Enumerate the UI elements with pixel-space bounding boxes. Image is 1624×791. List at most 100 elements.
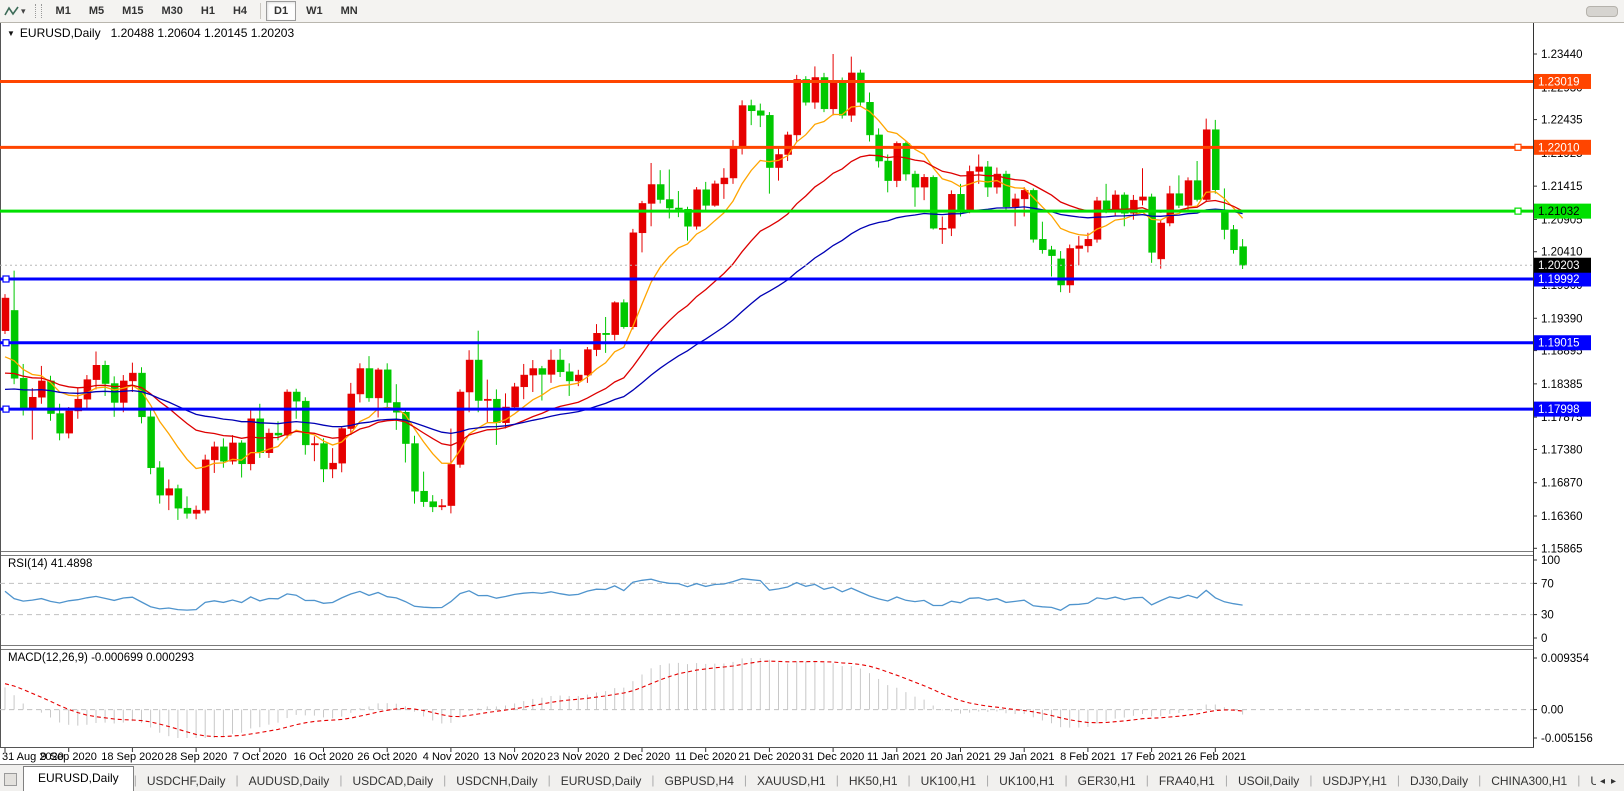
tab-dj30-daily[interactable]: DJ30,Daily <box>1410 774 1469 788</box>
hline-1.22010[interactable] <box>0 143 1533 151</box>
candle <box>775 146 783 181</box>
tabs-scroll-right-icon[interactable]: ▸ <box>1610 776 1616 787</box>
candle-body <box>929 177 938 229</box>
hline-1.21032[interactable] <box>0 207 1533 215</box>
date-axis-label: 26 Oct 2020 <box>357 751 417 763</box>
candle <box>1175 175 1184 208</box>
candle <box>1202 118 1211 203</box>
dock-icon[interactable] <box>4 773 17 786</box>
candle-body <box>729 147 738 179</box>
tab-ger30-h1[interactable]: GER30,H1 <box>1077 774 1136 788</box>
tab-china300-h1[interactable]: CHINA300,H1 <box>1491 774 1568 788</box>
timeframe-button-m30[interactable]: M30 <box>161 5 183 17</box>
candle <box>1039 221 1047 254</box>
candle <box>1084 232 1093 253</box>
hline-handle[interactable] <box>2 405 10 413</box>
candle-body <box>1002 173 1011 207</box>
tab-usdcnh-daily[interactable]: USDCNH,Daily <box>456 774 538 788</box>
tabs-scroll-left-icon[interactable]: ◂ <box>1599 776 1605 787</box>
candle-body <box>174 488 183 509</box>
timeframe-button-h4[interactable]: H4 <box>232 5 248 17</box>
candle-body <box>984 166 993 188</box>
toolbar-overflow-button[interactable] <box>1586 5 1618 17</box>
tab-divider: | <box>133 773 137 787</box>
candle <box>656 170 665 204</box>
candle-body <box>247 418 255 465</box>
candle <box>429 495 437 513</box>
current-price-badge: 1.20203 <box>1534 257 1591 273</box>
candle-body <box>1030 190 1038 240</box>
ma-fast-line <box>4 105 1244 470</box>
candle-body <box>966 171 974 211</box>
candle-body <box>702 189 710 206</box>
timeframe-button-m1[interactable]: M1 <box>55 5 71 17</box>
candle <box>866 92 874 142</box>
candle <box>529 360 538 393</box>
hline-1.19992[interactable] <box>0 275 1533 283</box>
candle-body <box>283 391 292 436</box>
timeframe-button-d1[interactable]: D1 <box>266 1 297 21</box>
symbol-dropdown-arrow-icon[interactable]: ▼ <box>7 28 15 38</box>
hline-1.19015[interactable] <box>0 339 1533 347</box>
candle-body <box>356 368 365 395</box>
rsi-line <box>4 578 1243 612</box>
tab-fra40-h1[interactable]: FRA40,H1 <box>1158 774 1215 788</box>
candle <box>393 384 401 430</box>
candle-body <box>811 77 820 103</box>
tab-usoil-daily[interactable]: USOil,Daily <box>1237 774 1300 788</box>
date-axis-label: 11 Dec 2020 <box>675 751 737 763</box>
date-axis-label: 17 Feb 2021 <box>1121 751 1183 763</box>
candle <box>138 367 146 424</box>
timeframe-button-w1[interactable]: W1 <box>306 5 323 17</box>
chevron-down-icon[interactable]: ▾ <box>21 5 26 16</box>
tab-audusd-daily[interactable]: AUDUSD,Daily <box>248 774 330 788</box>
candle-body <box>129 372 137 382</box>
tab-eurusd-daily[interactable]: EURUSD,Daily <box>23 766 134 791</box>
rsi-axis-label: 100 <box>1541 555 1560 567</box>
candle-body <box>848 72 856 116</box>
candle <box>1230 224 1238 254</box>
candle-body <box>1075 245 1084 249</box>
tab-hk50-h1[interactable]: HK50,H1 <box>848 774 898 788</box>
timeframe-button-m15[interactable]: M15 <box>122 5 144 17</box>
candle-body <box>265 432 274 453</box>
candle <box>811 66 820 109</box>
hline-handle[interactable] <box>1514 207 1522 215</box>
candle-body <box>201 459 210 511</box>
candle-body <box>1111 194 1120 211</box>
macd-axis-label: 0.00 <box>1541 705 1563 717</box>
candle-body <box>1011 198 1020 207</box>
hline-handle[interactable] <box>2 275 10 283</box>
tab-eurusd-daily[interactable]: EURUSD,Daily <box>560 774 642 788</box>
drawing-tool-icon[interactable] <box>0 5 21 18</box>
tab-gbpusd-h4[interactable]: GBPUSD,H4 <box>664 774 734 788</box>
tab-xauusd-h1[interactable]: XAUUSD,H1 <box>757 774 826 788</box>
candle <box>411 435 419 504</box>
candle <box>747 99 756 126</box>
candle <box>556 348 565 378</box>
hline-handle[interactable] <box>1514 143 1522 151</box>
tab-divider: | <box>547 773 551 787</box>
timeframe-button-m5[interactable]: M5 <box>88 5 105 17</box>
timeframe-button-mn[interactable]: MN <box>340 5 358 17</box>
toolbar-grip-handle[interactable] <box>34 4 42 18</box>
candle <box>893 141 902 188</box>
price-axis-label: 1.23440 <box>1541 49 1583 61</box>
candle-body <box>957 194 965 211</box>
tab-usdjpy-h1[interactable]: USDJPY,H1 <box>1322 774 1387 788</box>
tab-usdchf-daily[interactable]: USDCHF,Daily <box>146 774 226 788</box>
candle <box>1002 170 1011 210</box>
tab-usdcad-daily[interactable]: USDCAD,Daily <box>352 774 434 788</box>
candle <box>201 454 210 514</box>
tab-uk100-h1[interactable]: UK100,H1 <box>920 774 977 788</box>
hline-1.17998[interactable] <box>0 405 1533 413</box>
tab-usoil[interactable]: USOil, <box>1590 774 1596 788</box>
candle-body <box>1121 194 1129 214</box>
date-axis-label: 4 Nov 2020 <box>423 751 479 763</box>
tab-uk100-h1[interactable]: UK100,H1 <box>999 774 1055 788</box>
date-axis-label: 31 Dec 2020 <box>802 751 864 763</box>
hline-handle[interactable] <box>2 339 10 347</box>
timeframe-button-h1[interactable]: H1 <box>200 5 215 17</box>
candle-body <box>1166 193 1175 224</box>
